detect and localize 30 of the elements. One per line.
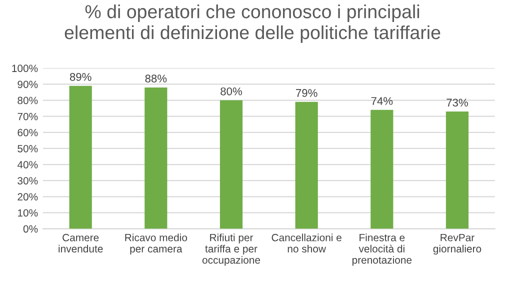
y-tick-label: 20%: [18, 193, 38, 201]
y-tick-label: 70%: [18, 112, 38, 120]
y-tick-label: 30%: [18, 177, 38, 184]
y-tick-label: 0%: [23, 225, 38, 233]
x-tick-label: Rifiuti per tariffa e per occupazione: [202, 234, 260, 266]
data-label: 73%: [446, 98, 468, 107]
y-tick-label: 60%: [18, 128, 38, 136]
chart-title: % di operatori che cononosco i principali elementi di definizione delle politiche tariffarie: [64, 4, 440, 43]
x-tick-label: Cancellazioni e no show: [272, 234, 342, 252]
x-tick-label: Camere invendute: [58, 234, 103, 252]
y-tick-label: 10%: [18, 209, 38, 217]
bar: [220, 100, 243, 229]
bar: [144, 87, 168, 229]
data-label: 74%: [371, 97, 393, 105]
bar: [295, 102, 318, 229]
x-tick-label: Finestra e velocità di prenotazione: [352, 234, 412, 266]
y-tick-label: 80%: [18, 96, 38, 104]
y-tick-label: 100%: [12, 64, 38, 72]
data-label: 88%: [145, 74, 167, 82]
x-tick-label: Ricavo medio per camera: [125, 234, 188, 255]
y-tick-label: 50%: [18, 144, 38, 152]
x-tick-label: RevPar giornaliero: [433, 234, 482, 255]
bar: [370, 110, 394, 229]
data-label: 80%: [220, 87, 242, 96]
bar: [69, 86, 92, 229]
bar: [446, 112, 469, 229]
y-tick-label: 90%: [18, 80, 38, 88]
data-label: 79%: [296, 89, 318, 97]
y-tick-label: 40%: [17, 161, 38, 168]
data-label: 89%: [70, 73, 92, 81]
